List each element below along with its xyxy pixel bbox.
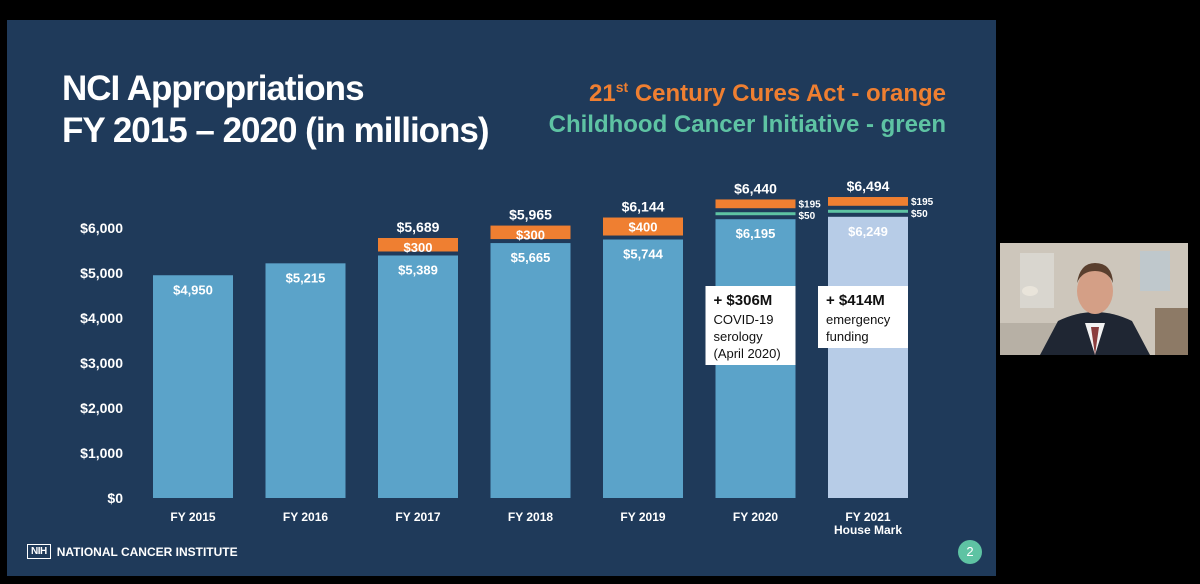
bar-cures (378, 237, 458, 252)
annotation-box (818, 286, 908, 348)
y-tick-label: $0 (107, 490, 123, 506)
nih-logo: NIH (27, 544, 51, 559)
bar-base (603, 239, 683, 498)
bar-base (265, 263, 346, 498)
bar-cures (490, 225, 571, 240)
y-tick-label: $3,000 (80, 355, 123, 371)
bar-total-label: $5,689 (397, 219, 440, 235)
bar-base (490, 243, 571, 498)
presenter-video-icon (1000, 243, 1188, 355)
x-tick-label: FY 2016 (283, 510, 328, 524)
bar-base (378, 255, 458, 498)
bar-total-label: $6,494 (847, 178, 890, 194)
page-number-badge: 2 (958, 540, 982, 564)
x-tick-label: FY 2018 (508, 510, 553, 524)
appropriations-chart: $0 $1,000 $2,000 $3,000 $4,000 $5,000 $6,000 $4… (80, 178, 934, 537)
bar-cures-label: $300 (516, 228, 545, 243)
annotation-headline: + $414M (826, 292, 885, 309)
y-tick-label: $4,000 (80, 310, 123, 326)
y-tick-label: $6,000 (80, 220, 123, 236)
bar-base-label: $5,389 (398, 262, 438, 277)
annotation-line: funding (826, 329, 869, 344)
bar-cures (828, 197, 908, 206)
bar-cures (715, 199, 796, 209)
bar-childhood-label: $50 (911, 209, 928, 220)
bar-childhood (715, 212, 796, 216)
legend: 21st Century Cures Act - orange Childhoo… (549, 72, 946, 140)
x-tick-label: House Mark (834, 523, 902, 537)
annotation-line: serology (714, 329, 764, 344)
title-line-2: FY 2015 – 2020 (in millions) (62, 111, 490, 150)
annotation-line: (April 2020) (714, 346, 781, 361)
title-line-1: NCI Appropriations (62, 69, 365, 108)
x-tick-label: FY 2017 (395, 510, 440, 524)
footer-org-name: NATIONAL CANCER INSTITUTE (56, 544, 238, 559)
x-tick-label: FY 2020 (733, 510, 778, 524)
annotation-headline: + $306M (714, 292, 773, 309)
bar-total-label: $6,440 (734, 180, 777, 196)
bar-base-label: $6,249 (848, 224, 888, 239)
x-tick-label: FY 2019 (620, 510, 665, 524)
slide-title: NCI Appropriations FY 2015 – 2020 (in mi… (62, 68, 490, 152)
x-tick-label: FY 2015 (170, 510, 215, 524)
bar-cures-label: $195 (911, 197, 934, 208)
bar-base-label: $5,744 (623, 247, 664, 262)
legend-childhood-initiative: Childhood Cancer Initiative - green (548, 111, 946, 138)
presentation-slide: NCI Appropriations FY 2015 – 2020 (in mi… (7, 20, 996, 576)
bar-cures-label: $300 (404, 240, 433, 255)
bar-cures-label: $195 (799, 199, 822, 210)
annotation-line: emergency (826, 312, 891, 327)
legend-cures-act: 21st Century Cures Act - orange (589, 79, 946, 107)
bar-total-label: $6,144 (622, 199, 665, 215)
bar-base (153, 275, 233, 498)
y-tick-label: $2,000 (80, 400, 123, 416)
y-tick-label: $5,000 (80, 265, 123, 281)
bar-base-label: $4,950 (173, 282, 213, 297)
footer: NIH NATIONAL CANCER INSTITUTE (27, 544, 238, 559)
bar-base (828, 216, 908, 499)
bar-childhood-label: $50 (799, 211, 816, 222)
bar-base-label: $5,215 (286, 270, 326, 285)
annotation-box (705, 286, 796, 365)
bar-childhood (828, 209, 908, 213)
bar-base-label: $5,665 (511, 250, 551, 265)
annotation-line: COVID-19 (714, 312, 774, 327)
bar-base-label: $6,195 (736, 226, 776, 241)
y-tick-label: $1,000 (80, 445, 123, 461)
x-tick-label: FY 2021 (845, 510, 890, 524)
bar-cures-label: $400 (629, 220, 658, 235)
bar-cures (603, 217, 683, 236)
presenter-video (1000, 243, 1188, 355)
bar-total-label: $5,965 (509, 207, 552, 223)
